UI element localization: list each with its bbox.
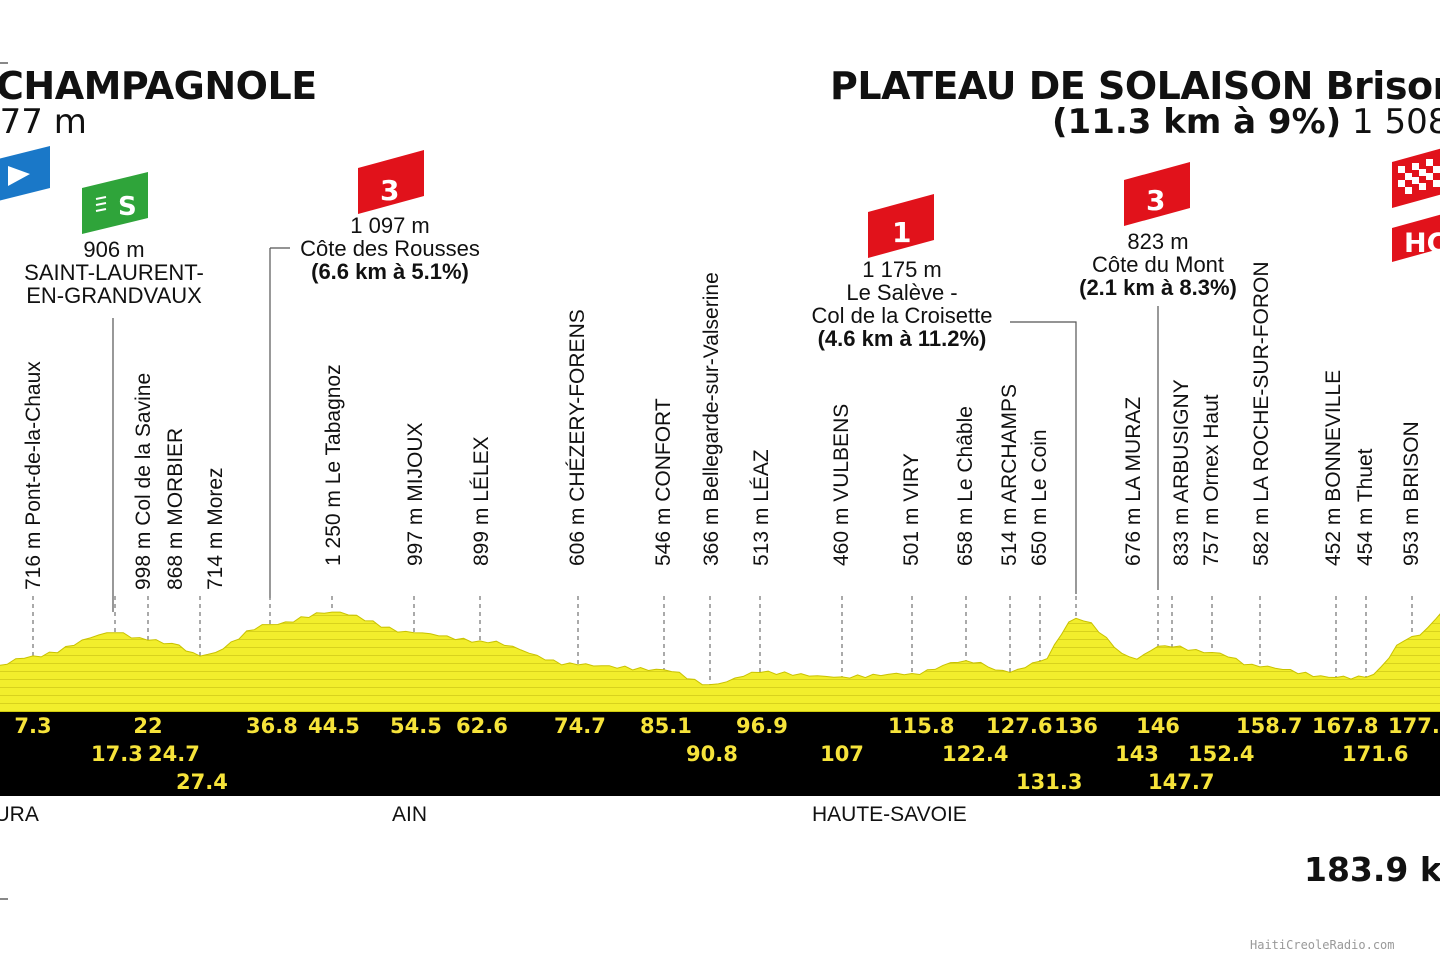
climb3-name: Côte du Mont — [1091, 252, 1225, 277]
km-label-row1: 167.8 — [1312, 714, 1379, 738]
sprint-label: S — [118, 192, 137, 222]
km-label-row2: 171.6 — [1342, 742, 1409, 766]
km-label-row2: 152.4 — [1188, 742, 1255, 766]
km-label-row1: 146 — [1136, 714, 1180, 738]
cat3-climb-flag-mont: 3 — [1124, 162, 1190, 226]
sprint-place-line2: EN-GRANDVAUX — [26, 283, 202, 308]
cat-label-mont: 3 — [1146, 184, 1165, 217]
start-altitude: 577 m — [0, 102, 87, 142]
place-label: 514 m ARCHAMPS — [998, 383, 1021, 566]
km-label-row1: 158.7 — [1236, 714, 1303, 738]
climb-info-rousses: 1 097 m Côte des Rousses (6.6 km à 5.1%) — [290, 214, 490, 283]
place-label: 582 m LA ROCHE-SUR-FORON — [1250, 261, 1273, 566]
km-label-row1: 7.3 — [14, 714, 52, 738]
climb3-altitude: 823 m — [1127, 229, 1189, 254]
place-label: 997 m MIJOUX — [404, 422, 427, 566]
climb3-detail: (2.1 km à 8.3%) — [1079, 275, 1237, 300]
climb-info-mont: 823 m Côte du Mont (2.1 km à 8.3%) — [1064, 230, 1252, 299]
km-label-row2: 17.3 — [91, 742, 143, 766]
km-label-row1: 44.5 — [308, 714, 360, 738]
cat3-climb-flag-rousses: 3 — [358, 150, 424, 214]
place-label: 998 m Col de la Savine — [132, 372, 155, 590]
place-label: 716 m Pont-de-la-Chaux — [22, 361, 45, 590]
frame-tick-top-left — [0, 62, 8, 64]
km-label-row3: 131.3 — [1016, 770, 1083, 794]
frame-tick-bottom-left — [0, 898, 8, 900]
elevation-profile-area — [0, 611, 1440, 713]
place-label: 501 m VIRY — [900, 453, 923, 566]
place-label: 546 m CONFORT — [652, 398, 675, 566]
sprint-info: 906 m SAINT-LAURENT- EN-GRANDVAUX — [14, 238, 214, 307]
sprint-icon: S — [82, 172, 148, 234]
place-label: 676 m LA MURAZ — [1122, 396, 1145, 566]
place-label: 757 m Ornex Haut — [1200, 394, 1223, 566]
cat-label-saleve: 1 — [892, 216, 911, 249]
cat1-climb-flag-saleve: 1 — [868, 194, 934, 258]
km-label-row1: 127.6 — [986, 714, 1053, 738]
total-distance: 183.9 km — [1304, 850, 1440, 889]
finish-checkered-flag-icon — [1392, 148, 1440, 208]
climb1-name: Côte des Rousses — [300, 236, 480, 261]
place-label: 1 250 m Le Tabagnoz — [322, 364, 345, 566]
finish-altitude: 1 508 m — [1352, 102, 1440, 142]
km-label-row3: 147.7 — [1148, 770, 1215, 794]
connector-saleve — [1010, 321, 1077, 594]
watermark-credit: HaitiCreoleRadio.com — [1250, 938, 1395, 952]
km-label-row2: 143 — [1115, 742, 1159, 766]
place-label: 650 m Le Coin — [1028, 429, 1051, 566]
km-label-row1: 22 — [133, 714, 163, 738]
finish-hc-flag: HC — [1392, 214, 1440, 262]
place-label: 454 m Thuet — [1354, 448, 1377, 566]
place-label: 868 m MORBIER — [164, 427, 187, 590]
place-label: 606 m CHÉZERY-FORENS — [566, 309, 589, 566]
place-label: 953 m BRISON — [1400, 421, 1423, 566]
km-band — [0, 712, 1440, 796]
km-label-row1: 36.8 — [246, 714, 298, 738]
climb1-detail: (6.6 km à 5.1%) — [311, 259, 469, 284]
km-label-row1: 96.9 — [736, 714, 788, 738]
region-ain: AIN — [392, 803, 428, 826]
climb2-altitude: 1 175 m — [862, 257, 942, 282]
place-label: 460 m VULBENS — [830, 403, 853, 566]
climb-info-saleve: 1 175 m Le Salève - Col de la Croisette … — [798, 258, 1006, 350]
km-label-row1: 177.2 — [1388, 714, 1440, 738]
region-jura: JURA — [0, 803, 39, 826]
sprint-place-line1: SAINT-LAURENT- — [24, 260, 204, 285]
climb1-altitude: 1 097 m — [350, 213, 430, 238]
place-label: 658 m Le Châble — [954, 406, 977, 566]
km-label-row3: 27.4 — [176, 770, 228, 794]
finish-climb-info: (11.3 km à 9%) 1 508 m — [1052, 102, 1440, 142]
km-label-row1: 74.7 — [554, 714, 606, 738]
place-label: 714 m Morez — [204, 467, 227, 590]
place-label: 513 m LÉAZ — [750, 449, 773, 566]
cat-label-rousses: 3 — [380, 174, 399, 207]
km-label-row2: 107 — [820, 742, 864, 766]
finish-climb: (11.3 km à 9%) — [1052, 102, 1342, 142]
climb2-name1: Le Salève - — [846, 280, 958, 305]
km-label-row2: 90.8 — [686, 742, 738, 766]
region-haute-savoie: HAUTE-SAVOIE — [812, 803, 967, 826]
place-label: 833 m ARBUSIGNY — [1170, 379, 1193, 566]
sprint-altitude: 906 m — [83, 237, 145, 262]
km-label-row1: 85.1 — [640, 714, 692, 738]
start-name: CHAMPAGNOLE — [0, 64, 317, 108]
finish-name: PLATEAU DE SOLAISON Brison — [830, 64, 1440, 108]
climb2-detail: (4.6 km à 11.2%) — [817, 326, 987, 351]
finish-hc-label: HC — [1404, 228, 1440, 259]
place-label: 366 m Bellegarde-sur-Valserine — [700, 272, 723, 566]
climb2-name2: Col de la Croisette — [811, 303, 993, 328]
place-label: 899 m LÉLEX — [470, 436, 493, 566]
km-label-row1: 115.8 — [888, 714, 955, 738]
km-label-row1: 136 — [1054, 714, 1098, 738]
start-flag-icon — [0, 146, 50, 201]
km-label-row2: 24.7 — [148, 742, 200, 766]
km-label-row1: 54.5 — [390, 714, 442, 738]
place-label: 452 m BONNEVILLE — [1322, 369, 1345, 566]
km-label-row2: 122.4 — [942, 742, 1009, 766]
km-label-row1: 62.6 — [456, 714, 508, 738]
